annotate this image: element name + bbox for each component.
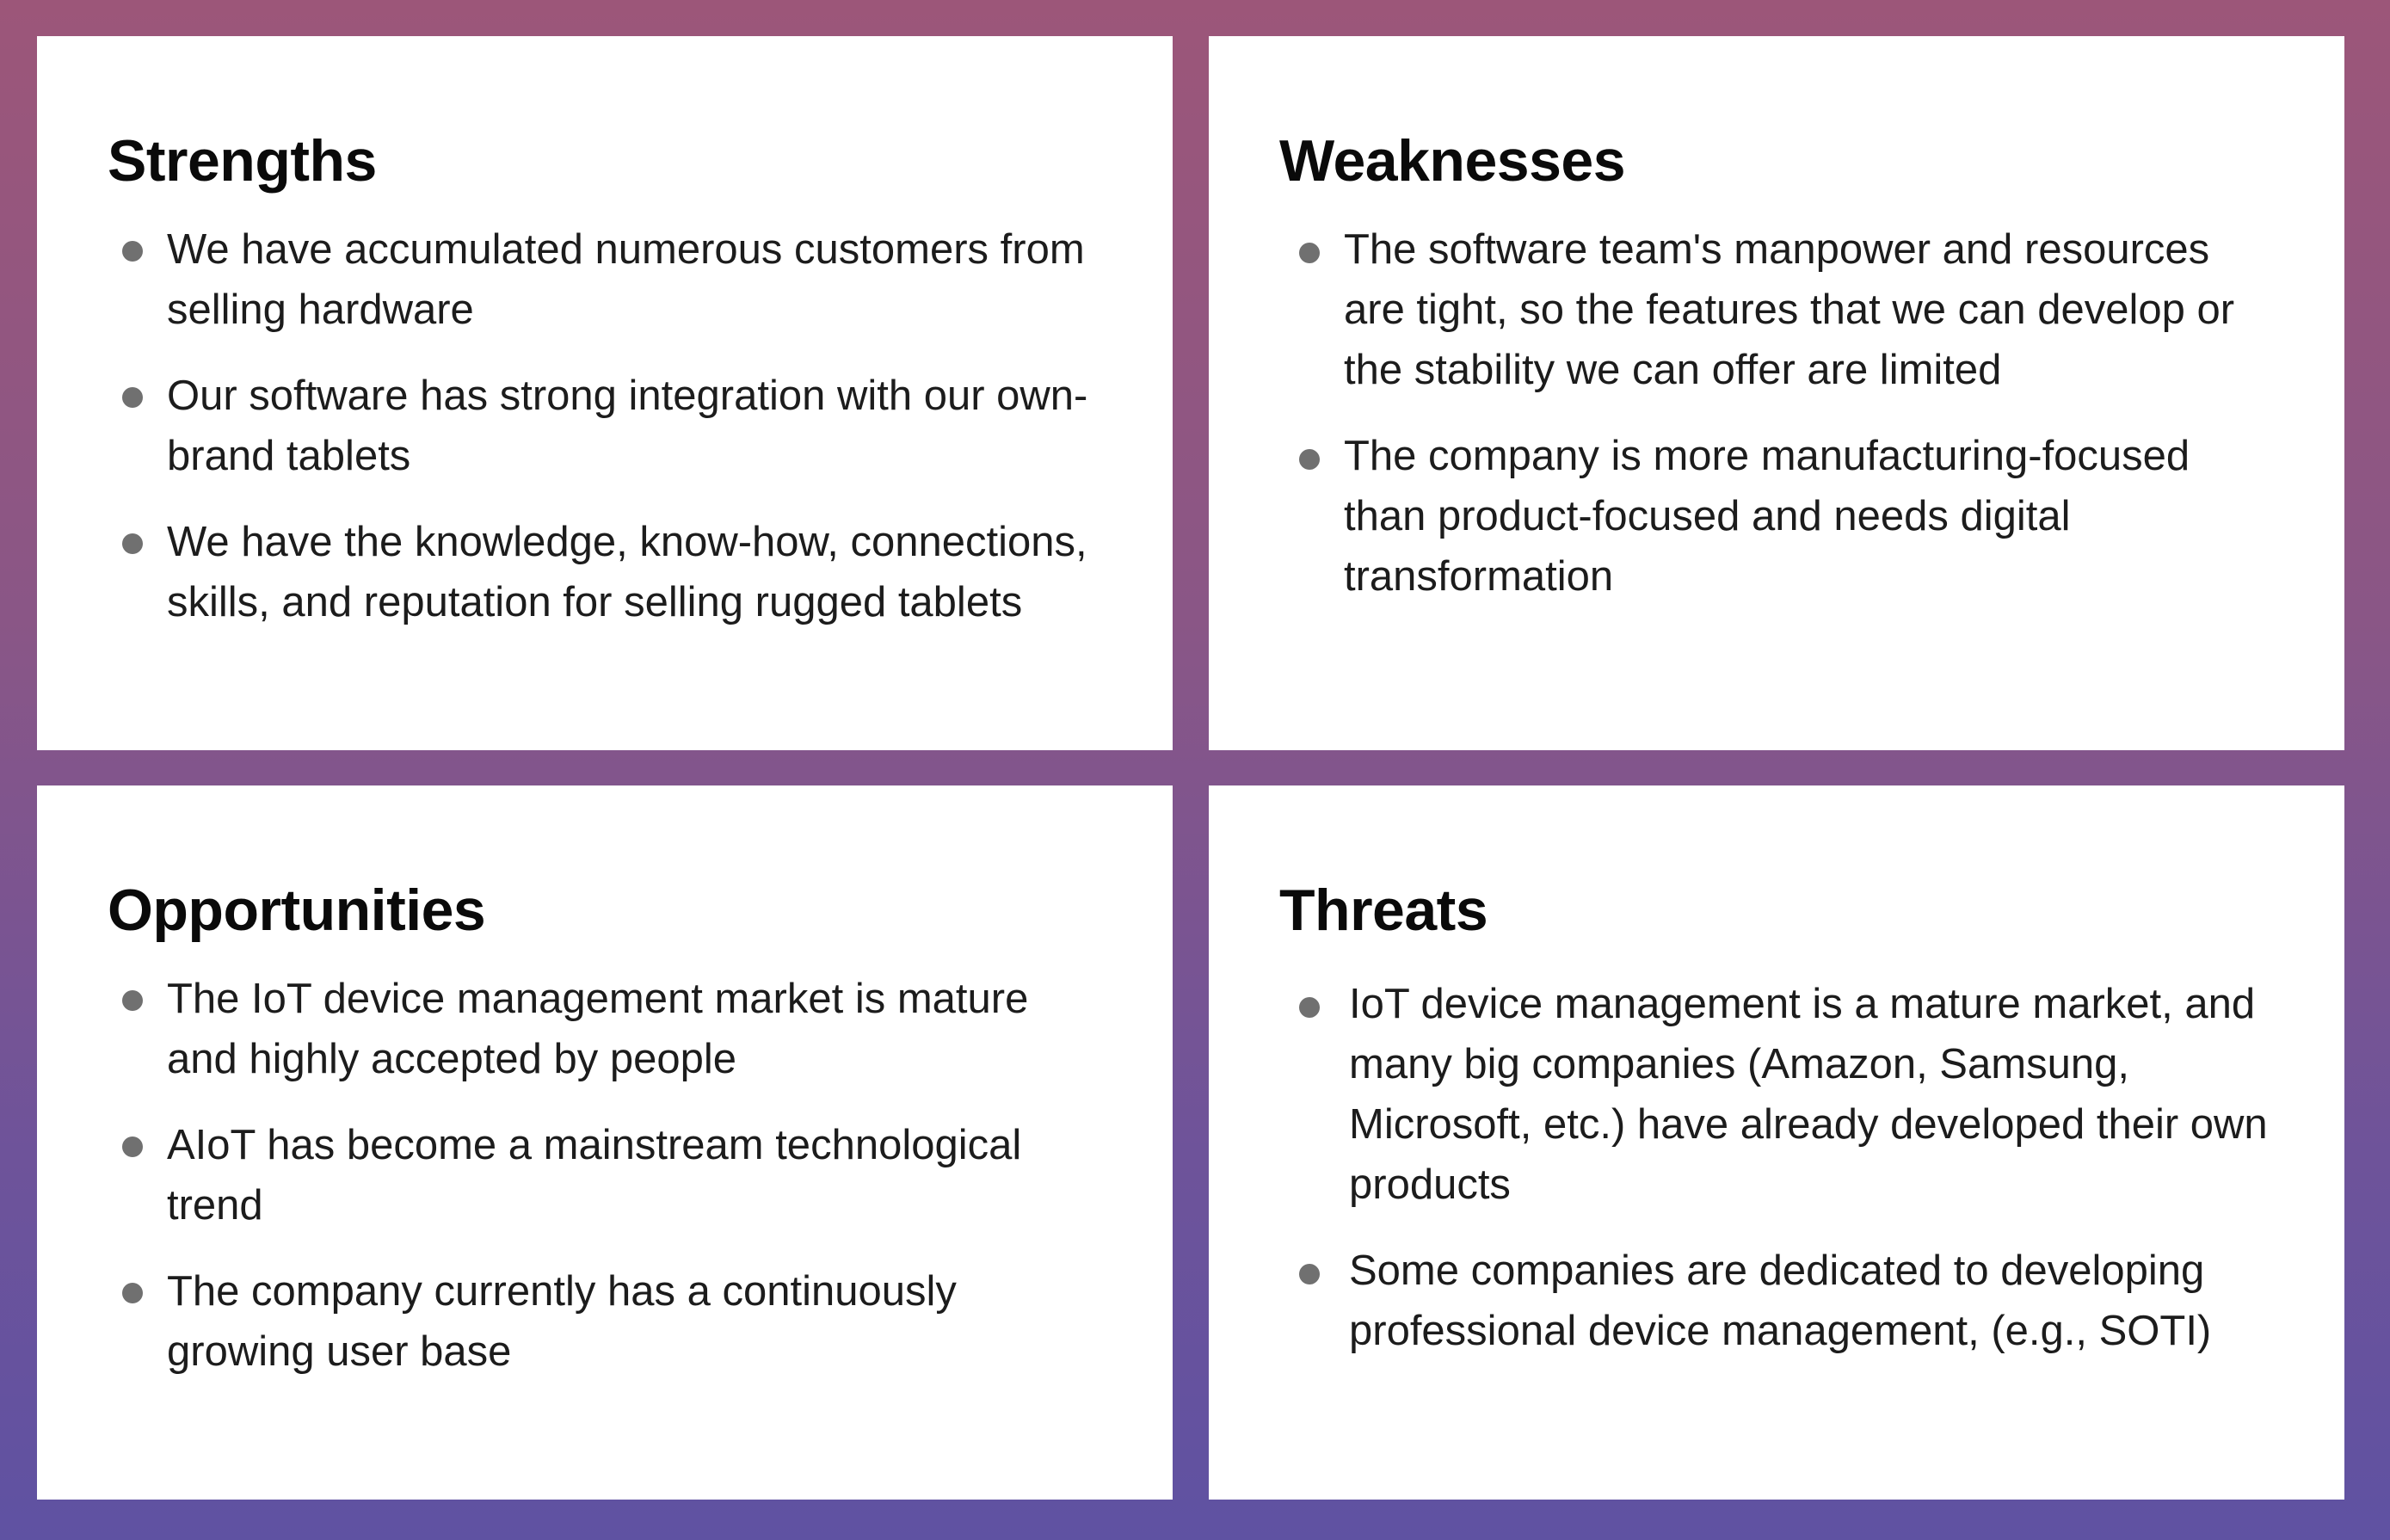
weaknesses-list: The software team's manpower and resourc… (1279, 219, 2276, 607)
opportunities-list: The IoT device management market is matu… (108, 969, 1104, 1382)
list-item: Our software has strong integration with… (108, 366, 1104, 486)
opportunities-title: Opportunities (108, 878, 486, 943)
list-item-text: Some companies are dedicated to developi… (1349, 1247, 2212, 1354)
weaknesses-quadrant: Weaknesses The software team's manpower … (1209, 36, 2344, 750)
list-item: The IoT device management market is matu… (108, 969, 1104, 1089)
list-item-text: Our software has strong integration with… (167, 373, 1088, 479)
strengths-list: We have accumulated numerous customers f… (108, 219, 1104, 632)
list-item-text: AIoT has become a mainstream technologic… (167, 1122, 1022, 1229)
list-item: We have accumulated numerous customers f… (108, 219, 1104, 340)
list-item: The company is more manufacturing-focuse… (1279, 426, 2276, 607)
bullet-icon (1299, 243, 1320, 263)
opportunities-quadrant: Opportunities The IoT device management … (37, 785, 1173, 1500)
list-item-text: We have the knowledge, know-how, connect… (167, 519, 1087, 625)
bullet-icon (122, 533, 143, 554)
bullet-icon (122, 1283, 143, 1303)
list-item: The software team's manpower and resourc… (1279, 219, 2276, 400)
list-item-text: The IoT device management market is matu… (167, 976, 1029, 1082)
list-item: AIoT has become a mainstream technologic… (108, 1115, 1104, 1235)
bullet-icon (122, 241, 143, 262)
weaknesses-title: Weaknesses (1279, 128, 1626, 194)
list-item-text: The company currently has a continuously… (167, 1268, 957, 1375)
threats-list: IoT device management is a mature market… (1279, 974, 2276, 1361)
list-item-text: IoT device management is a mature market… (1349, 981, 2268, 1208)
list-item-text: We have accumulated numerous customers f… (167, 226, 1085, 333)
bullet-icon (1299, 997, 1320, 1018)
bullet-icon (1299, 449, 1320, 470)
list-item-text: The company is more manufacturing-focuse… (1344, 433, 2190, 600)
strengths-title: Strengths (108, 128, 377, 194)
strengths-quadrant: Strengths We have accumulated numerous c… (37, 36, 1173, 750)
list-item-text: The software team's manpower and resourc… (1344, 226, 2235, 393)
bullet-icon (122, 1137, 143, 1157)
threats-quadrant: Threats IoT device management is a matur… (1209, 785, 2344, 1500)
bullet-icon (1299, 1264, 1320, 1284)
list-item: We have the knowledge, know-how, connect… (108, 512, 1104, 632)
bullet-icon (122, 990, 143, 1011)
list-item: Some companies are dedicated to developi… (1279, 1241, 2276, 1361)
list-item: The company currently has a continuously… (108, 1261, 1104, 1382)
bullet-icon (122, 387, 143, 408)
list-item: IoT device management is a mature market… (1279, 974, 2276, 1215)
threats-title: Threats (1279, 878, 1488, 943)
